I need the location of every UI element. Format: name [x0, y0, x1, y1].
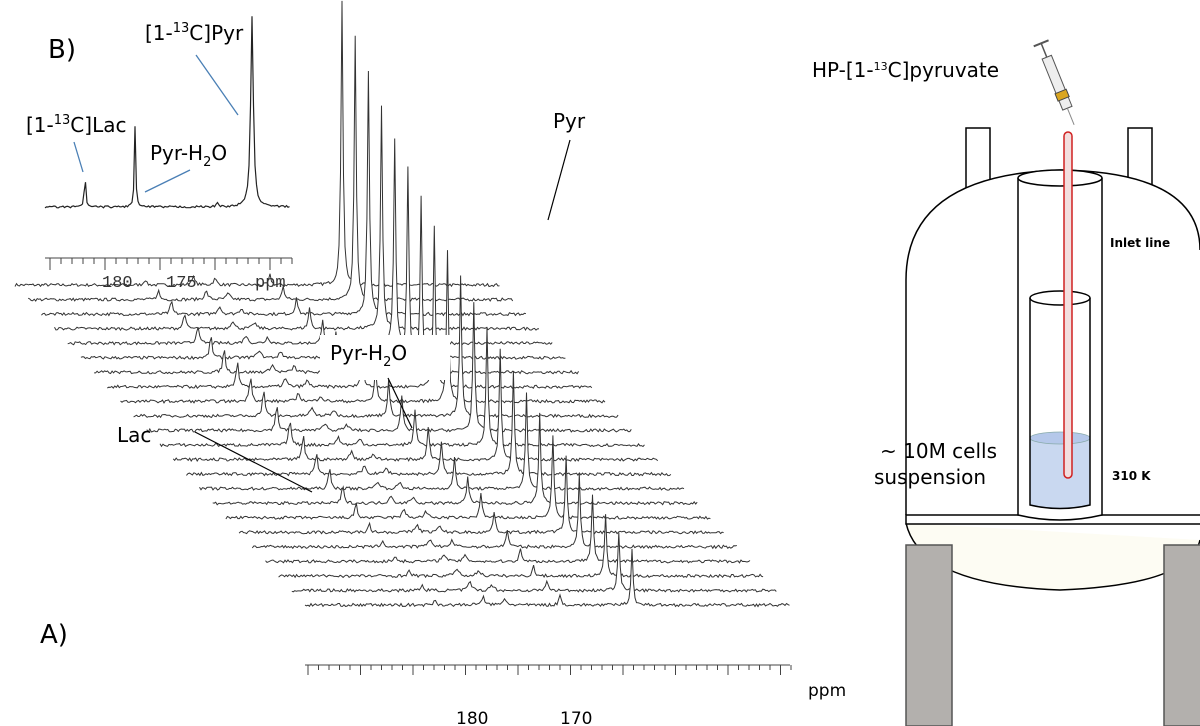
tick-label: 175 — [166, 274, 197, 293]
peak-label: Pyr-H2O — [150, 141, 227, 170]
peak-label: [1-13C]Lac — [26, 113, 126, 137]
liquid-surface — [1030, 432, 1090, 444]
panel-label: A) — [40, 620, 68, 650]
outer-tube-top — [1018, 170, 1102, 186]
inlet-label: Inlet line — [1110, 236, 1170, 250]
leader — [74, 142, 83, 172]
tick-label: 180 — [456, 709, 488, 726]
injection-label: HP-[1-13C]pyruvate — [812, 58, 999, 82]
tick-label: 180 — [102, 274, 133, 293]
inlet-line — [1064, 132, 1072, 478]
cell-suspension — [1030, 438, 1090, 509]
axis-unit: ppm — [808, 681, 846, 701]
leg — [906, 545, 952, 726]
cells-label: suspension — [874, 465, 986, 489]
figure: B) [1-13C]Pyr [1-13C]Lac Pyr-H2O 180 175… — [0, 0, 1200, 726]
peak-label: Pyr — [553, 109, 586, 133]
axis-unit: ppm — [255, 274, 286, 293]
leader — [145, 170, 190, 192]
peak-label: Lac — [117, 423, 151, 447]
peak-label: [1-13C]Pyr — [145, 21, 244, 45]
spectra-stack — [15, 1, 790, 619]
spectrum-fill — [15, 1, 500, 299]
spectrum-trace — [15, 1, 500, 287]
cells-label: ~ 10M cells — [880, 439, 997, 463]
tick-label: 170 — [560, 709, 592, 726]
leg — [1164, 545, 1200, 726]
axis-ticks — [308, 665, 791, 675]
setup-diagram — [906, 40, 1200, 726]
leader — [548, 140, 570, 220]
leader — [196, 55, 238, 115]
panel-label: B) — [48, 35, 76, 65]
temperature-label: 310 K — [1112, 469, 1151, 483]
spectrum-fill — [28, 36, 513, 314]
syringe — [1034, 40, 1082, 128]
